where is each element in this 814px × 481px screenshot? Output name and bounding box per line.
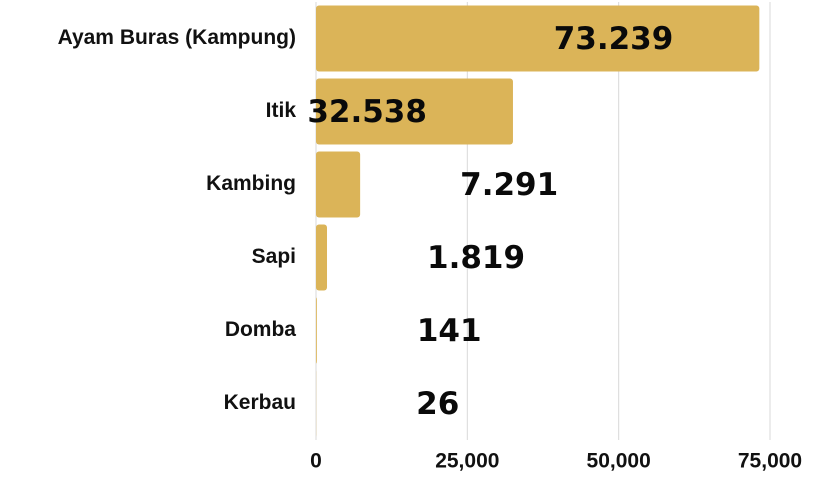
chart: 0 25,000 50,000 75,000 Ayam Buras (Kampung) 7… bbox=[0, 0, 814, 476]
x-tick-label: 25,000 bbox=[435, 450, 499, 473]
value-label: 7.291 bbox=[460, 167, 558, 203]
y-tick-label: Kambing bbox=[206, 172, 296, 195]
y-tick-label: Itik bbox=[266, 99, 297, 122]
value-label: 26 bbox=[416, 386, 459, 422]
y-tick-label: Domba bbox=[225, 318, 296, 341]
x-tick-label: 0 bbox=[310, 450, 322, 473]
x-tick-label: 75,000 bbox=[738, 450, 802, 473]
page: {"chart_data": {"type": "bar", "orientat… bbox=[0, 0, 814, 476]
bar bbox=[316, 152, 360, 218]
value-label: 141 bbox=[417, 313, 482, 349]
bar bbox=[316, 6, 759, 72]
y-tick-label: Kerbau bbox=[224, 391, 296, 414]
value-label: 1.819 bbox=[427, 240, 525, 276]
value-label: 73.239 bbox=[554, 21, 674, 57]
x-tick-label: 50,000 bbox=[587, 450, 651, 473]
y-tick-label: Ayam Buras (Kampung) bbox=[58, 26, 296, 49]
bar bbox=[316, 225, 327, 291]
y-tick-label: Sapi bbox=[252, 245, 296, 268]
bar bbox=[316, 298, 317, 364]
value-label: 32.538 bbox=[307, 94, 427, 130]
